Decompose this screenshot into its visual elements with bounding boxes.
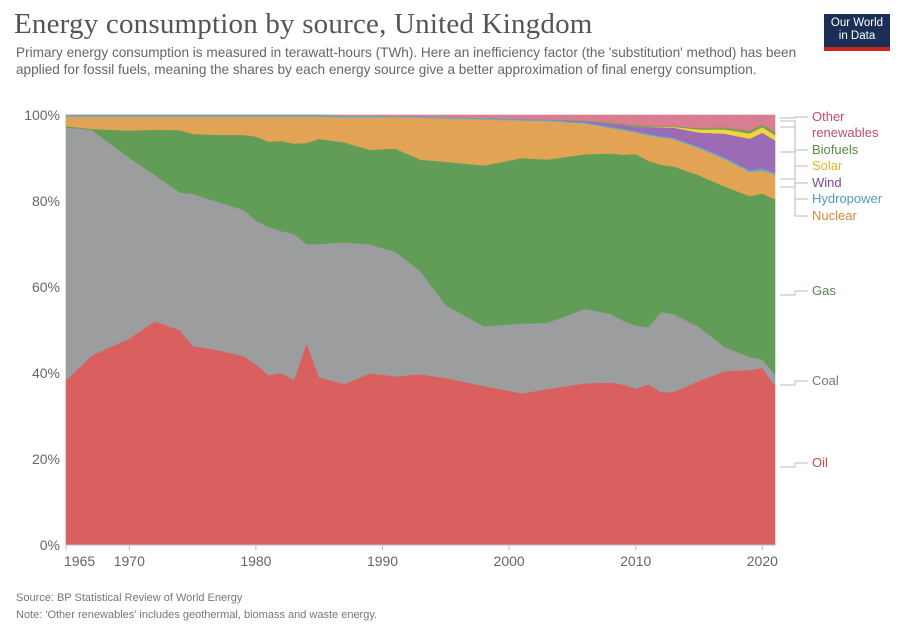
- legend-label: Hydropower: [812, 191, 883, 206]
- x-tick-label: 1980: [240, 553, 271, 569]
- x-tick-label: 1990: [367, 553, 398, 569]
- legend-label: Solar: [812, 158, 843, 173]
- x-tick-label: 2010: [620, 553, 651, 569]
- legend-connector: [780, 126, 808, 167]
- x-axis: 1965 1970 1980 1990 2000 2010 2020: [64, 544, 778, 569]
- legend-label: renewables: [812, 125, 879, 140]
- legend-connector: [780, 178, 808, 200]
- x-tick-label: 1970: [114, 553, 145, 569]
- x-tick-label: 1965: [64, 553, 95, 569]
- footnote: Note: 'Other renewables' includes geothe…: [16, 609, 378, 621]
- chart-title: Energy consumption by source, United Kin…: [14, 8, 593, 40]
- y-tick-label: 60%: [32, 279, 60, 295]
- legend-connector: [780, 120, 808, 151]
- legend-label: Gas: [812, 283, 836, 298]
- legend-item-solar[interactable]: Solar: [780, 126, 843, 173]
- legend-label: Other: [812, 109, 845, 124]
- legend-connector: [780, 151, 808, 184]
- area-series: [65, 114, 776, 546]
- x-tick-label: 2020: [747, 553, 778, 569]
- legend-item-gas[interactable]: Gas: [780, 283, 836, 298]
- legend-connector: [780, 186, 808, 217]
- chart-subtitle: Primary energy consumption is measured i…: [16, 45, 797, 77]
- legend-connector: [780, 116, 808, 119]
- y-tick-label: 40%: [32, 365, 60, 381]
- owid-logo[interactable]: Our World in Data: [824, 14, 890, 51]
- legend-connector: [780, 380, 808, 386]
- y-tick-label: 80%: [32, 193, 60, 209]
- legend-item-nuclear[interactable]: Nuclear: [780, 186, 857, 223]
- legend-label: Oil: [812, 455, 828, 470]
- y-tick-label: 20%: [32, 451, 60, 467]
- legend-connector: [780, 290, 808, 296]
- legend-item-coal[interactable]: Coal: [780, 373, 839, 388]
- y-axis: 0% 20% 40% 60% 80% 100%: [24, 107, 60, 553]
- x-tick-label: 2000: [494, 553, 525, 569]
- legend-label: Coal: [812, 373, 839, 388]
- logo-line-1: Our World: [830, 17, 884, 29]
- legend-label: Biofuels: [812, 142, 859, 157]
- legend-label: Nuclear: [812, 208, 857, 223]
- source-note: Source: BP Statistical Review of World E…: [16, 592, 243, 604]
- legend-item-wind[interactable]: Wind: [780, 151, 842, 190]
- y-tick-label: 100%: [24, 107, 60, 123]
- area-other-renewables[interactable]: [66, 114, 776, 133]
- logo-line-2: in Data: [838, 30, 876, 42]
- legend-item-oil[interactable]: Oil: [780, 455, 828, 470]
- legend-label: Wind: [812, 175, 842, 190]
- legend-connector: [780, 462, 808, 468]
- y-tick-label: 0%: [40, 537, 60, 553]
